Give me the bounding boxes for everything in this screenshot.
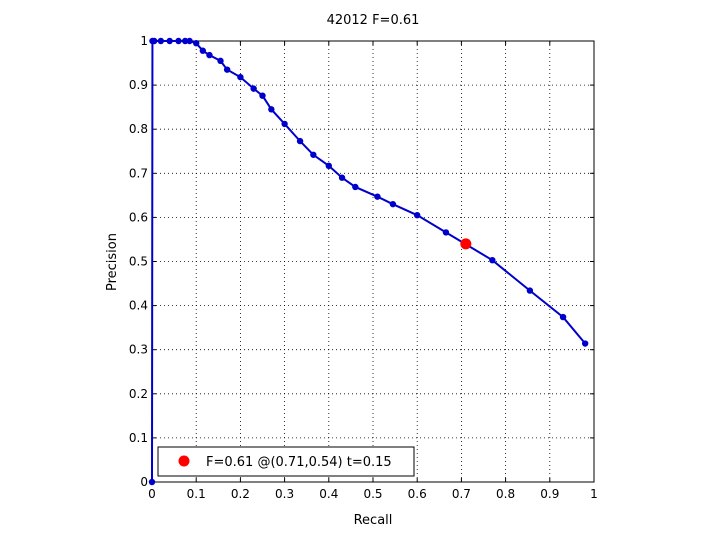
pr-curve-point [581,340,589,347]
pr-curve-point [268,106,275,113]
pr-curve-point [559,313,567,321]
y-tick-label: 1 [140,34,148,48]
x-tick-label: 0 [148,487,156,501]
pr-curve-point [526,287,534,294]
y-tick-label: 0.3 [129,343,148,357]
x-tick-label: 0.6 [408,487,427,501]
pr-curve-point [237,73,244,81]
x-tick-label: 0.7 [452,487,471,501]
pr-curve-point [250,85,257,92]
pr-curve-point [199,47,207,54]
pr-curve-point [325,162,332,170]
pr-curve-point [259,92,266,99]
x-tick-label: 0.4 [319,487,338,501]
chart-title: 42012 F=0.61 [327,13,420,28]
series-layer [148,37,589,486]
pr-curve-point [352,183,359,191]
x-tick-label: 0.9 [540,487,559,501]
y-tick-label: 0 [140,475,148,489]
x-tick-label: 0.2 [231,487,250,501]
pr-curve-point [217,57,224,65]
axis-ticks: 0 0.1 0.2 0.3 0.4 0.5 0.6 0.7 0.8 0.9 1 0 0.1 0.2 0.3 0… [129,34,598,501]
pr-curve-point [310,151,317,158]
y-axis-label: Precision [105,233,120,291]
pr-curve-point [389,200,397,208]
x-tick-label: 0.1 [187,487,206,501]
pr-curve-point [166,37,173,45]
pr-curve-point [281,120,288,128]
pr-curve-point [181,37,189,45]
y-tick-label: 0.2 [129,387,148,401]
pr-curve-point [223,66,231,73]
y-tick-label: 0.8 [129,122,148,136]
pr-curve-point [442,229,450,236]
best-f-point [460,238,472,250]
legend-marker [178,455,190,467]
x-tick-label: 1 [590,487,598,501]
pr-curve-point [206,51,213,59]
x-tick-label: 0.5 [363,487,382,501]
pr-curve-point [157,37,165,45]
x-tick-label: 0.3 [275,487,294,501]
legend: F=0.61 @(0.71,0.54) t=0.15 [157,446,415,477]
x-axis-label: Recall [354,513,393,528]
legend-box [157,446,415,477]
y-tick-label: 0.5 [129,255,148,269]
y-tick-label: 0.4 [129,299,148,313]
legend-label: F=0.61 @(0.71,0.54) t=0.15 [206,455,392,470]
pr-curve-point [193,40,200,47]
grid [152,41,594,482]
pr-curve-point [296,137,304,145]
y-tick-label: 0.9 [129,78,148,92]
x-tick-label: 0.8 [496,487,515,501]
y-tick-label: 0.7 [129,166,148,180]
y-tick-label: 0.6 [129,210,148,224]
pr-curve-point [414,211,421,219]
pr-curve-point [374,193,381,200]
pr-curve-point [489,256,496,264]
pr-curve-point [148,478,156,486]
pr-curve-point [175,37,182,45]
pr-curve-point [151,37,158,45]
pr-curve-point [338,174,346,181]
y-tick-label: 0.1 [129,431,148,445]
pr-curve-point [186,37,193,45]
